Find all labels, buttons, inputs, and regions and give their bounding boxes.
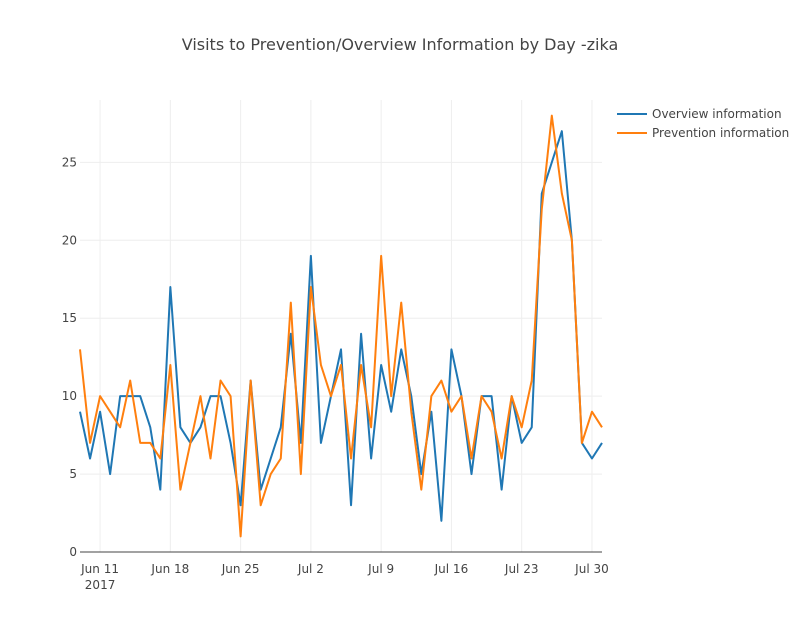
x-tick-label: Jun 25 (221, 562, 260, 576)
x-tick-label: Jul 30 (574, 562, 609, 576)
series-line-overview-information (79, 130, 603, 522)
x-tick-label: Jun 18 (150, 562, 189, 576)
x-tick-sublabel: 2017 (85, 578, 116, 592)
x-tick-label: Jun 11 (80, 562, 119, 576)
x-tick-label: Jul 23 (504, 562, 539, 576)
grid (80, 100, 602, 552)
y-tick-label: 25 (62, 155, 77, 169)
y-tick-label: 5 (69, 467, 77, 481)
y-axis-ticks: 0 5 10 15 20 25 (62, 155, 77, 559)
y-tick-label: 0 (69, 545, 77, 559)
chart-title: Visits to Prevention/Overview Informatio… (182, 35, 619, 54)
x-tick-label: Jul 16 (434, 562, 469, 576)
legend[interactable]: Overview information Prevention informati… (617, 107, 789, 140)
x-tick-label: Jul 9 (367, 562, 394, 576)
legend-item-prevention-information[interactable]: Prevention information (617, 126, 789, 140)
y-tick-label: 20 (62, 233, 77, 247)
series-lines (79, 114, 603, 538)
legend-label: Overview information (652, 107, 782, 121)
x-axis-ticks: Jun 11 2017 Jun 18 Jun 25 Jul 2 Jul 9 Jul 16 Ju… (80, 562, 609, 592)
series-line-prevention-information (79, 114, 603, 538)
legend-item-overview-information[interactable]: Overview information (617, 107, 782, 121)
legend-label: Prevention information (652, 126, 789, 140)
y-tick-label: 10 (62, 389, 77, 403)
x-tick-label: Jul 2 (297, 562, 324, 576)
y-tick-label: 15 (62, 311, 77, 325)
